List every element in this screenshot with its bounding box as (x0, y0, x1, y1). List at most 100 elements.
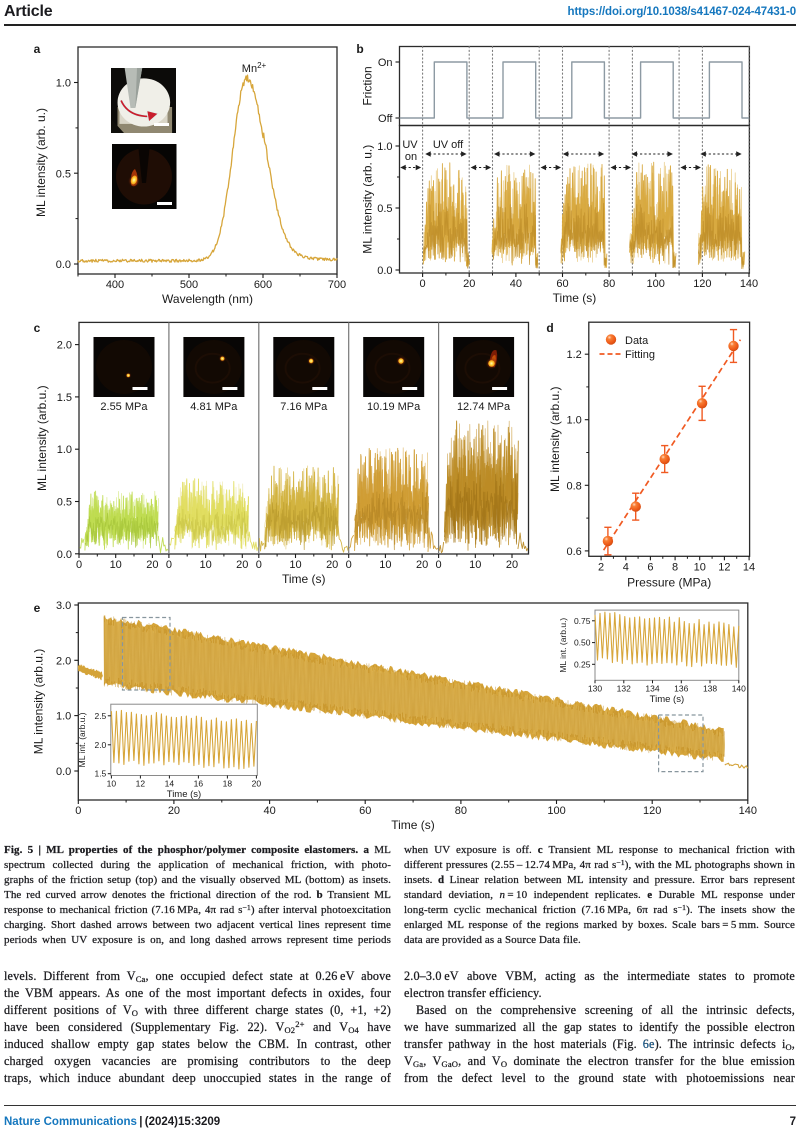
svg-text:136: 136 (674, 683, 688, 693)
svg-text:ML intensity (arb. u.): ML intensity (arb. u.) (34, 108, 48, 217)
svg-text:132: 132 (617, 683, 631, 693)
svg-text:60: 60 (556, 278, 568, 290)
svg-text:12.74 MPa: 12.74 MPa (457, 401, 511, 413)
svg-text:14: 14 (743, 561, 755, 573)
svg-text:0.5: 0.5 (57, 497, 72, 509)
svg-text:0: 0 (75, 805, 81, 817)
svg-text:ML int. (arb.u.): ML int. (arb.u.) (558, 618, 568, 673)
svg-text:Off: Off (378, 113, 393, 125)
svg-text:10: 10 (199, 559, 211, 571)
svg-text:400: 400 (106, 279, 124, 291)
svg-text:0: 0 (346, 559, 352, 571)
svg-text:e: e (34, 601, 41, 615)
svg-text:0.5: 0.5 (56, 168, 71, 180)
svg-text:20: 20 (506, 559, 518, 571)
svg-text:1.0: 1.0 (56, 78, 71, 90)
svg-text:UV: UV (402, 139, 418, 151)
svg-text:Wavelength (nm): Wavelength (nm) (162, 292, 253, 306)
svg-text:20: 20 (252, 779, 262, 789)
svg-text:0.5: 0.5 (377, 203, 392, 215)
svg-text:Time (s): Time (s) (650, 694, 684, 705)
svg-text:1.5: 1.5 (94, 769, 106, 779)
svg-text:On: On (378, 57, 393, 69)
svg-text:140: 140 (740, 278, 758, 290)
svg-text:10.19 MPa: 10.19 MPa (367, 401, 421, 413)
svg-text:1.0: 1.0 (56, 711, 71, 723)
svg-text:0.0: 0.0 (377, 265, 392, 277)
svg-text:20: 20 (416, 559, 428, 571)
svg-text:12: 12 (718, 561, 730, 573)
svg-text:0.0: 0.0 (56, 766, 71, 778)
svg-text:120: 120 (693, 278, 711, 290)
svg-text:4: 4 (623, 561, 629, 573)
svg-text:0.8: 0.8 (567, 480, 582, 492)
svg-text:134: 134 (645, 683, 659, 693)
svg-text:20: 20 (146, 559, 158, 571)
svg-text:2.5: 2.5 (94, 711, 106, 721)
svg-text:12: 12 (136, 779, 146, 789)
svg-text:ML int. (arb.u.): ML int. (arb.u.) (77, 712, 87, 767)
svg-text:100: 100 (647, 278, 665, 290)
svg-text:600: 600 (254, 279, 272, 291)
svg-text:Fitting: Fitting (625, 349, 655, 361)
svg-text:2.0: 2.0 (56, 655, 71, 667)
svg-text:0: 0 (76, 559, 82, 571)
svg-text:Time (s): Time (s) (553, 291, 597, 305)
svg-text:0: 0 (166, 559, 172, 571)
svg-text:d: d (546, 321, 553, 335)
svg-text:20: 20 (168, 805, 180, 817)
svg-text:130: 130 (588, 683, 602, 693)
svg-text:16: 16 (194, 779, 204, 789)
svg-text:10: 10 (110, 559, 122, 571)
svg-text:1.0: 1.0 (377, 141, 392, 153)
svg-text:700: 700 (328, 279, 346, 291)
svg-text:1.5: 1.5 (57, 392, 72, 404)
svg-text:80: 80 (603, 278, 615, 290)
svg-text:2.55 MPa: 2.55 MPa (100, 401, 148, 413)
svg-text:UV off: UV off (433, 139, 464, 151)
svg-text:ML intensity (arb. u.): ML intensity (arb. u.) (361, 145, 375, 254)
svg-text:7.16 MPa: 7.16 MPa (280, 401, 328, 413)
svg-text:2.0: 2.0 (57, 340, 72, 352)
svg-text:3.0: 3.0 (56, 600, 71, 612)
svg-text:10: 10 (289, 559, 301, 571)
svg-text:0.75: 0.75 (574, 616, 591, 626)
svg-text:0.0: 0.0 (56, 259, 71, 271)
svg-text:c: c (34, 321, 41, 335)
svg-text:0: 0 (256, 559, 262, 571)
svg-text:10: 10 (107, 779, 117, 789)
svg-text:4.81 MPa: 4.81 MPa (190, 401, 238, 413)
svg-text:Time (s): Time (s) (282, 572, 326, 586)
svg-text:500: 500 (180, 279, 198, 291)
svg-text:100: 100 (547, 805, 565, 817)
svg-text:20: 20 (463, 278, 475, 290)
svg-text:2.0: 2.0 (94, 740, 106, 750)
svg-text:20: 20 (326, 559, 338, 571)
svg-text:0.50: 0.50 (574, 638, 591, 648)
svg-text:ML intensity (arb.u.): ML intensity (arb.u.) (548, 386, 562, 492)
svg-text:Pressure (MPa): Pressure (MPa) (627, 575, 711, 589)
svg-text:0: 0 (436, 559, 442, 571)
svg-text:8: 8 (672, 561, 678, 573)
svg-text:20: 20 (236, 559, 248, 571)
svg-text:Mn2+: Mn2+ (242, 61, 267, 76)
svg-text:Data: Data (625, 335, 649, 347)
svg-text:0.25: 0.25 (574, 659, 591, 669)
svg-text:1.2: 1.2 (567, 349, 582, 361)
svg-text:140: 140 (739, 805, 757, 817)
svg-text:14: 14 (165, 779, 175, 789)
svg-text:ML intensity (arb.u.): ML intensity (arb.u.) (35, 385, 49, 491)
svg-text:Friction: Friction (361, 66, 375, 105)
svg-text:b: b (356, 42, 363, 56)
svg-text:0: 0 (420, 278, 426, 290)
svg-text:1.0: 1.0 (57, 444, 72, 456)
svg-text:Time (s): Time (s) (391, 818, 435, 832)
svg-text:a: a (34, 42, 41, 56)
svg-text:1.0: 1.0 (567, 415, 582, 427)
svg-text:6: 6 (647, 561, 653, 573)
svg-text:10: 10 (694, 561, 706, 573)
svg-text:138: 138 (703, 683, 717, 693)
svg-text:10: 10 (469, 559, 481, 571)
svg-text:60: 60 (359, 805, 371, 817)
svg-text:120: 120 (643, 805, 661, 817)
